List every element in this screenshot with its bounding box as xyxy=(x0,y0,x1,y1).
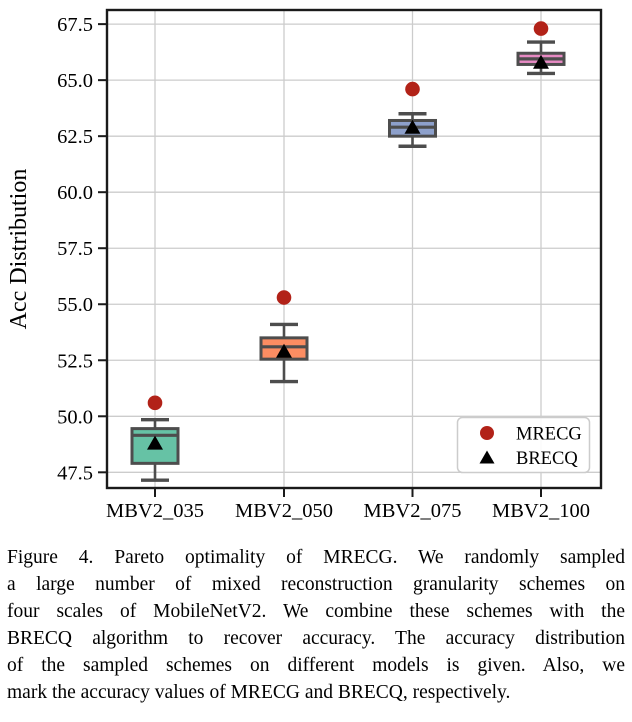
y-tick-label: 57.5 xyxy=(57,238,93,260)
figure-caption: Figure 4. Pareto optimality of MRECG. We… xyxy=(7,544,625,706)
y-tick-label: 52.5 xyxy=(57,350,93,372)
y-axis: 47.5 50.0 52.5 55.0 57.5 60.0 62.5 65.0 67.5 xyxy=(57,14,107,484)
y-tick-label: 50.0 xyxy=(57,406,93,428)
caption-line-5: of the sampled schemes on different mode… xyxy=(7,655,625,676)
brecq-marker-MBV2_050 xyxy=(276,343,292,358)
boxplot-MBV2_035 xyxy=(130,417,180,482)
y-tick-label: 47.5 xyxy=(57,462,93,484)
legend-label-brecq: BRECQ xyxy=(516,449,578,469)
y-tick-label: 65.0 xyxy=(57,70,93,92)
y-tick-label: 67.5 xyxy=(57,14,93,36)
legend-mrecg-marker xyxy=(480,426,494,440)
x-tick-label: MBV2_050 xyxy=(235,500,333,522)
mrecg-marker-MBV2_075 xyxy=(405,81,420,97)
y-axis-label: Acc Distribution xyxy=(6,169,32,330)
y-tick-label: 60.0 xyxy=(57,182,93,204)
mrecg-marker-MBV2_100 xyxy=(533,21,549,36)
legend: MRECG BRECQ xyxy=(456,416,591,474)
legend-label-mrecg: MRECG xyxy=(516,425,582,445)
series-brecq xyxy=(147,54,549,450)
caption-line-6: mark the accuracy values of MRECG and BR… xyxy=(7,682,511,703)
brecq-marker-MBV2_075 xyxy=(404,119,421,134)
caption-line-3: four scales of MobileNetV2. We combine t… xyxy=(7,601,625,622)
caption-line-1: Figure 4. Pareto optimality of MRECG. We… xyxy=(7,547,625,568)
accuracy-boxplot-chart: 47.5 50.0 52.5 55.0 57.5 60.0 62.5 65.0 67.5 MBV2… xyxy=(6,8,603,522)
brecq-marker-MBV2_035 xyxy=(147,435,163,450)
mrecg-marker-MBV2_050 xyxy=(276,290,292,305)
x-tick-label: MBV2_035 xyxy=(106,500,204,522)
x-tick-label: MBV2_100 xyxy=(492,500,590,522)
series-mrecg xyxy=(147,21,549,411)
caption-line-4: BRECQ algorithm to recover accuracy. The… xyxy=(7,628,625,649)
mrecg-marker-MBV2_035 xyxy=(147,395,163,411)
gridlines xyxy=(107,10,601,488)
y-tick-label: 62.5 xyxy=(57,126,93,148)
x-axis: MBV2_035 MBV2_050 MBV2_075 MBV2_100 xyxy=(106,488,590,522)
caption-line-2: a large number of mixed reconstruction g… xyxy=(7,574,625,595)
brecq-marker-MBV2_100 xyxy=(533,54,549,69)
y-tick-label: 55.0 xyxy=(57,294,93,316)
legend-brecq-marker xyxy=(479,450,495,464)
chart-container: 47.5 50.0 52.5 55.0 57.5 60.0 62.5 65.0 67.5 MBV2… xyxy=(6,8,603,522)
x-tick-label: MBV2_075 xyxy=(364,500,462,522)
